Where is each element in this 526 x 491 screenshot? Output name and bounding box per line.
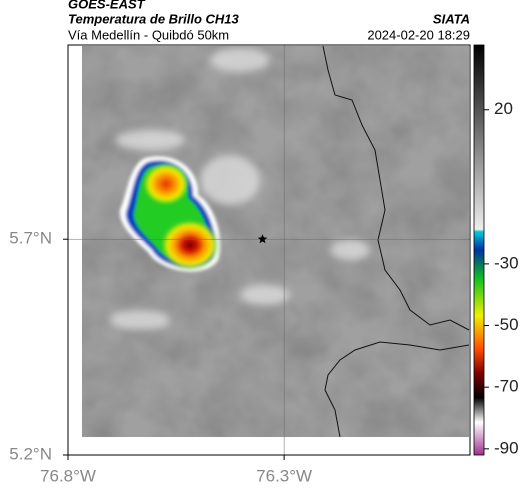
colorbar-tick-label: -90 [494,438,519,457]
region: Vía Medellín - Quibdó 50km [68,27,229,42]
frame [67,44,471,456]
location-marker [257,234,268,244]
x-tick-label: 76.8°W [40,466,96,485]
imagery [67,45,470,456]
colorbar-tick-label: -50 [494,315,519,334]
colorbar-tick-label: -30 [494,253,519,272]
y-tick-label: 5.2°N [9,444,52,463]
subtitle: Temperatura de Brillo CH13 [68,11,240,26]
colorbar-tick-label: 20 [494,99,513,118]
colorbar [473,44,485,456]
timestamp: 2024-02-20 18:29 [367,27,470,42]
source: SIATA [433,11,470,26]
x-tick-label: 76.3°W [256,466,312,485]
title: GOES-EAST [68,0,146,11]
y-tick-label: 5.7°N [9,229,52,248]
colorbar-tick-label: -70 [494,377,519,396]
